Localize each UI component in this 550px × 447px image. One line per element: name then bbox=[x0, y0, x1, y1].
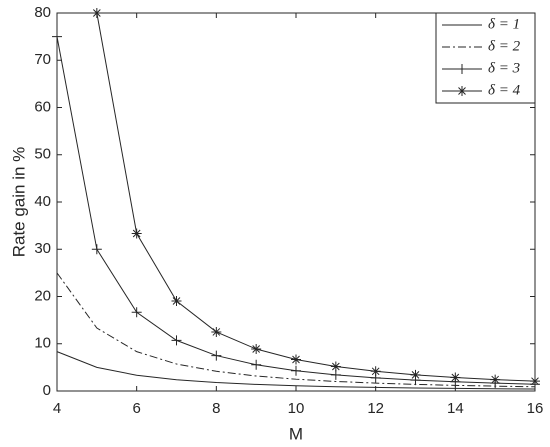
marker bbox=[410, 369, 421, 380]
legend-label: δ = 2 bbox=[488, 38, 521, 54]
marker bbox=[330, 369, 341, 380]
marker bbox=[291, 365, 301, 376]
x-tick-label: 10 bbox=[288, 400, 305, 417]
x-tick-label: 14 bbox=[447, 400, 464, 417]
marker bbox=[211, 350, 222, 361]
marker bbox=[91, 8, 102, 18]
y-axis-label: Rate gain in % bbox=[9, 147, 28, 258]
x-tick-label: 16 bbox=[527, 400, 544, 417]
marker bbox=[91, 244, 102, 255]
y-tick-label: 0 bbox=[43, 382, 51, 399]
marker bbox=[52, 31, 62, 42]
legend-box bbox=[435, 12, 536, 104]
marker bbox=[457, 86, 467, 96]
legend-label: δ = 1 bbox=[488, 16, 520, 32]
series-line bbox=[56, 351, 536, 390]
marker bbox=[530, 376, 540, 387]
marker bbox=[171, 295, 182, 306]
legend-label: δ = 4 bbox=[488, 82, 521, 98]
marker bbox=[370, 366, 381, 377]
plot-frame bbox=[56, 12, 536, 392]
marker bbox=[211, 326, 222, 337]
y-tick-label: 30 bbox=[34, 240, 51, 257]
marker bbox=[291, 354, 301, 365]
marker bbox=[330, 361, 341, 372]
marker bbox=[131, 307, 142, 318]
y-tick-label: 10 bbox=[34, 335, 51, 352]
marker bbox=[131, 228, 142, 239]
y-tick-label: 70 bbox=[34, 51, 51, 68]
y-tick-label: 50 bbox=[34, 146, 51, 163]
marker bbox=[171, 335, 182, 346]
x-tick-label: 4 bbox=[53, 400, 61, 417]
marker bbox=[251, 343, 262, 354]
legend-label: δ = 3 bbox=[488, 60, 520, 76]
x-tick-label: 6 bbox=[132, 400, 140, 417]
y-tick-label: 60 bbox=[34, 98, 51, 115]
marker bbox=[490, 374, 501, 385]
x-tick-label: 12 bbox=[367, 400, 384, 417]
y-tick-label: 40 bbox=[34, 193, 51, 210]
y-tick-label: 80 bbox=[34, 4, 51, 21]
y-tick-label: 20 bbox=[34, 287, 51, 304]
marker bbox=[251, 359, 262, 370]
x-tick-label: 8 bbox=[212, 400, 220, 417]
x-axis-label: M bbox=[289, 424, 303, 443]
marker bbox=[450, 372, 461, 383]
marker bbox=[457, 64, 467, 74]
series-line bbox=[96, 12, 536, 382]
